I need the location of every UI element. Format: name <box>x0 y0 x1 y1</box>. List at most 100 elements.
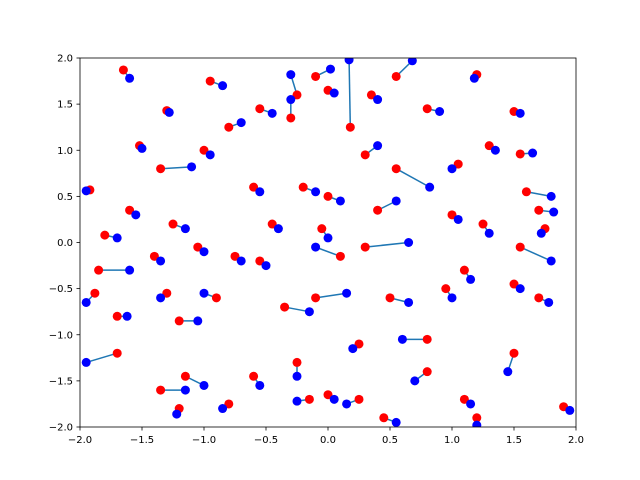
point <box>137 143 147 153</box>
point <box>397 334 407 344</box>
point <box>373 95 383 105</box>
point <box>407 58 417 66</box>
point <box>164 107 174 117</box>
point <box>323 390 333 400</box>
point <box>90 288 100 298</box>
point <box>286 95 296 105</box>
y-tick-label: −2.0 <box>49 423 73 434</box>
point <box>373 141 383 151</box>
x-tick-label: −1.5 <box>130 435 154 446</box>
point <box>211 293 221 303</box>
point <box>323 191 333 201</box>
connector <box>160 166 192 170</box>
point <box>360 242 370 252</box>
point <box>534 293 544 303</box>
point <box>391 417 401 427</box>
connector <box>315 292 347 299</box>
point <box>81 297 91 307</box>
point <box>422 367 432 377</box>
point <box>311 293 321 303</box>
point <box>325 64 335 74</box>
point <box>118 65 128 75</box>
point <box>292 371 302 381</box>
point <box>273 224 283 234</box>
point <box>156 164 166 174</box>
point <box>435 107 445 117</box>
y-tick-label: 1.5 <box>57 100 73 111</box>
point <box>484 228 494 238</box>
point <box>230 251 240 261</box>
point <box>286 113 296 123</box>
point <box>100 230 110 240</box>
point <box>335 251 345 261</box>
point <box>180 385 190 395</box>
point <box>391 196 401 206</box>
point <box>311 187 321 197</box>
point <box>255 380 265 390</box>
y-tick-label: 2.0 <box>57 54 73 65</box>
point <box>218 404 228 414</box>
point <box>391 164 401 174</box>
x-tick-label: −1.0 <box>192 435 216 446</box>
point <box>534 205 544 215</box>
connector <box>348 59 352 128</box>
point <box>174 316 184 326</box>
point <box>255 187 265 197</box>
point <box>292 90 302 100</box>
connector <box>365 241 409 248</box>
point <box>453 159 463 169</box>
point <box>472 413 482 423</box>
point <box>425 182 435 192</box>
point <box>466 399 476 409</box>
point <box>236 256 246 266</box>
point <box>125 73 135 83</box>
point <box>304 394 314 404</box>
point <box>459 265 469 275</box>
point <box>360 150 370 160</box>
point <box>156 293 166 303</box>
point <box>335 196 345 206</box>
point <box>503 367 513 377</box>
point <box>311 242 321 252</box>
point <box>199 145 209 155</box>
point <box>249 371 259 381</box>
connector <box>519 246 552 262</box>
point <box>156 256 166 266</box>
point <box>267 219 277 229</box>
point <box>156 385 166 395</box>
point <box>453 214 463 224</box>
point <box>441 284 451 294</box>
point <box>180 371 190 381</box>
point <box>478 219 488 229</box>
point <box>447 164 457 174</box>
point <box>354 339 364 349</box>
point <box>404 297 414 307</box>
point <box>515 149 525 159</box>
y-tick-label: 0.5 <box>57 192 73 203</box>
point <box>329 88 339 98</box>
point <box>472 420 482 427</box>
point <box>546 256 556 266</box>
point <box>218 81 228 91</box>
point <box>255 104 265 114</box>
point <box>205 150 215 160</box>
point <box>180 224 190 234</box>
y-tick-label: 1.0 <box>57 146 73 157</box>
point <box>236 118 246 128</box>
point <box>469 73 479 83</box>
point <box>193 242 203 252</box>
x-tick-label: 1.5 <box>506 435 522 446</box>
axes-frame <box>79 57 577 428</box>
point <box>484 141 494 151</box>
point <box>292 357 302 367</box>
y-tick-label: −1.5 <box>49 376 73 387</box>
connector <box>395 168 431 188</box>
point <box>199 288 209 298</box>
point <box>342 399 352 409</box>
point <box>168 219 178 229</box>
point <box>528 148 538 158</box>
point <box>149 251 159 261</box>
point <box>280 302 290 312</box>
point <box>81 357 91 367</box>
connector <box>85 352 118 364</box>
